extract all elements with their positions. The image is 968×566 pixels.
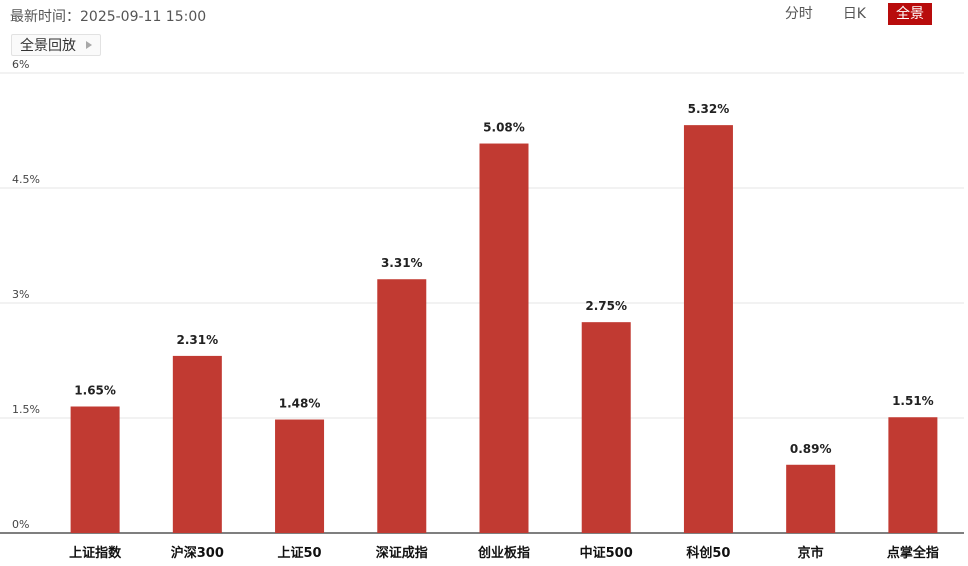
data-label: 0.89% — [790, 442, 832, 456]
x-tick-label: 中证500 — [580, 545, 633, 561]
labels-layer: 0% 1.5% 3% 4.5% 6% 1.65% 上证指数 2.31% 沪深300 1.48% 上证… — [12, 58, 939, 561]
data-label: 5.32% — [688, 102, 730, 116]
y-tick-label: 0% — [12, 518, 29, 531]
panorama-replay-button[interactable]: 全景回放 — [11, 34, 101, 56]
tab-panorama[interactable]: 全景 — [888, 3, 932, 25]
y-tick-label: 4.5% — [12, 173, 40, 186]
x-tick-label: 上证指数 — [69, 545, 122, 561]
bar — [479, 143, 529, 534]
x-tick-label: 创业板指 — [477, 545, 530, 561]
bar — [377, 279, 427, 533]
x-tick-label: 京市 — [798, 545, 824, 561]
data-label: 5.08% — [483, 121, 525, 135]
data-label: 1.65% — [74, 384, 116, 398]
x-tick-label: 上证50 — [278, 546, 322, 561]
view-tabs: 分时 日K 全景 — [777, 3, 932, 25]
data-label: 2.31% — [177, 333, 219, 347]
x-tick-label: 科创50 — [686, 545, 730, 561]
bar — [888, 417, 938, 533]
replay-label: 全景回放 — [20, 38, 76, 54]
data-label: 2.75% — [585, 299, 627, 313]
x-tick-label: 深证成指 — [376, 545, 428, 561]
bar — [172, 355, 222, 533]
bars-layer — [70, 125, 938, 534]
data-label: 1.51% — [892, 394, 934, 408]
x-tick-label: 点掌全指 — [887, 545, 939, 561]
bar — [683, 125, 733, 533]
y-tick-label: 3% — [12, 288, 29, 301]
tab-daily-k[interactable]: 日K — [842, 6, 866, 22]
play-icon — [86, 41, 92, 49]
bar — [581, 322, 631, 533]
data-label: 3.31% — [381, 256, 423, 270]
bar — [786, 464, 836, 533]
bar — [70, 406, 120, 533]
y-tick-label: 1.5% — [12, 403, 40, 416]
update-time: 最新时间：2025-09-11 15:00 — [10, 9, 207, 25]
bar — [275, 419, 325, 533]
y-tick-label: 6% — [12, 58, 29, 71]
x-tick-label: 沪深300 — [171, 545, 224, 561]
data-label: 1.48% — [279, 397, 321, 411]
tab-intraday[interactable]: 分时 — [784, 6, 813, 22]
